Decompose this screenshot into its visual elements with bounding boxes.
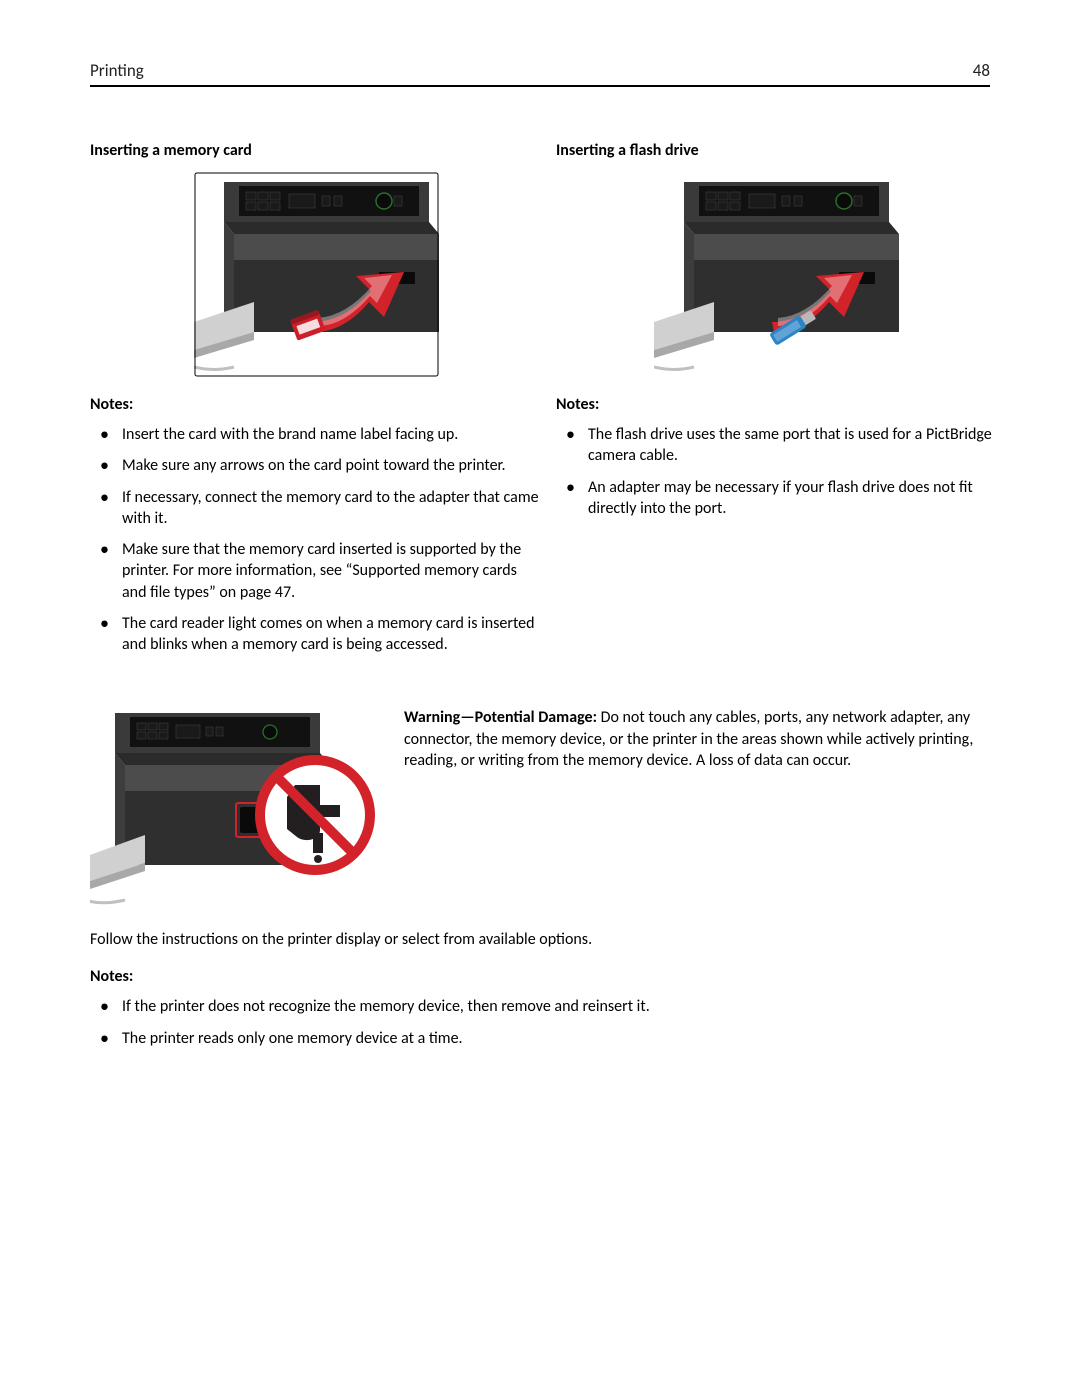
list-item: Make sure that the memory card inserted … xyxy=(112,539,542,603)
bottom-notes-label: Notes: xyxy=(90,967,990,986)
warning-figure xyxy=(90,705,380,910)
list-item: Insert the card with the brand name labe… xyxy=(112,424,542,445)
list-item: The card reader light comes on when a me… xyxy=(112,613,542,656)
prohibit-icon xyxy=(260,760,370,870)
warning-text: Warning—Potential Damage: Do not touch a… xyxy=(404,705,990,771)
left-notes-label: Notes: xyxy=(90,395,542,414)
list-item: Make sure any arrows on the card point t… xyxy=(112,455,542,476)
running-header: Printing 48 xyxy=(90,60,990,87)
right-notes-label: Notes: xyxy=(556,395,996,414)
list-item: The flash drive uses the same port that … xyxy=(578,424,996,467)
header-section: Printing xyxy=(90,60,144,81)
list-item: If the printer does not recognize the me… xyxy=(112,996,990,1017)
list-item: If necessary, connect the memory card to… xyxy=(112,487,542,530)
flash-drive-figure xyxy=(654,172,899,377)
right-notes-list: The flash drive uses the same port that … xyxy=(556,424,996,519)
memory-card-figure xyxy=(194,172,439,377)
list-item: The printer reads only one memory device… xyxy=(112,1028,990,1049)
warning-lead: Warning—Potential Damage: xyxy=(404,708,597,727)
header-page-number: 48 xyxy=(973,60,990,81)
follow-instructions: Follow the instructions on the printer d… xyxy=(90,930,990,949)
left-title: Inserting a memory card xyxy=(90,141,542,160)
left-notes-list: Insert the card with the brand name labe… xyxy=(90,424,542,655)
list-item: An adapter may be necessary if your flas… xyxy=(578,477,996,520)
right-title: Inserting a flash drive xyxy=(556,141,996,160)
bottom-notes-list: If the printer does not recognize the me… xyxy=(90,996,990,1049)
